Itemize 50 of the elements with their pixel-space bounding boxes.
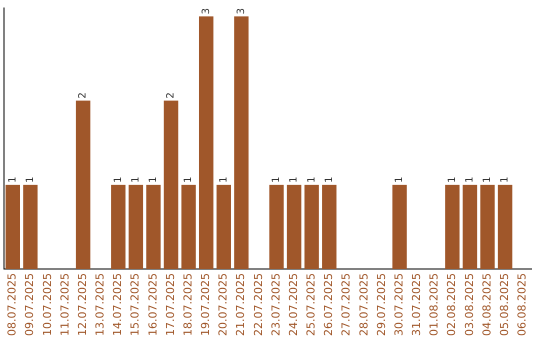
data-label: 3 [236,8,247,14]
data-label: 1 [482,176,494,183]
data-label: 1 [394,176,406,183]
x-tick-label: 31.07.2025 [410,273,424,336]
data-label: 1 [288,176,300,183]
data-label: 1 [446,176,458,183]
x-tick-label: 13.07.2025 [94,273,107,336]
x-tick-label: 27.07.2025 [340,273,353,336]
data-label: 1 [324,176,335,183]
data-label: 1 [148,176,160,183]
data-label: 3 [200,8,212,14]
x-tick-label: 15.07.2025 [128,273,142,336]
x-tick-label: 11.07.2025 [58,273,72,336]
x-tick-label: 02.08.2025 [445,273,458,336]
data-label: 1 [500,176,511,183]
x-tick-label: 10.07.2025 [40,273,54,336]
x-tick-label: 08.07.2025 [6,273,19,336]
x-tick-label: 23.07.2025 [269,273,282,336]
x-tick-label: 21.07.2025 [234,273,248,336]
x-tick-label: 19.07.2025 [199,273,212,336]
x-tick-label: 30.07.2025 [392,273,406,336]
x-tick-label: 16.07.2025 [146,273,160,336]
x-tick-label: 06.08.2025 [516,273,529,336]
data-label: 1 [24,176,36,183]
x-tick-label: 28.07.2025 [357,273,370,336]
data-label: 1 [7,176,18,183]
x-tick-label: 20.07.2025 [216,273,230,336]
data-label: 1 [183,176,194,183]
x-tick-label: 05.08.2025 [498,273,511,336]
x-tick-label: 01.08.2025 [428,273,441,336]
data-label: 1 [464,176,476,183]
x-tick-label: 25.07.2025 [304,273,318,336]
x-tick-label: 09.07.2025 [23,273,36,336]
x-tick-label: 04.08.2025 [480,273,494,336]
x-tick-label: 26.07.2025 [322,273,336,336]
x-tick-label: 24.07.2025 [286,273,300,336]
x-tick-label: 17.07.2025 [164,273,177,336]
x-tick-label: 03.08.2025 [462,273,476,336]
data-label: 1 [112,176,124,183]
x-tick-label: 12.07.2025 [76,273,89,336]
data-label: 1 [218,176,230,183]
data-label: 1 [306,176,318,183]
data-label: 2 [78,92,89,99]
data-label: 2 [166,92,177,99]
x-tick-label: 18.07.2025 [181,273,194,336]
data-label: 1 [130,176,142,183]
x-tick-label: 14.07.2025 [111,273,124,336]
data-label: 1 [271,176,282,183]
x-tick-label: 22.07.2025 [252,273,265,336]
x-tick-label: 29.07.2025 [374,273,388,336]
